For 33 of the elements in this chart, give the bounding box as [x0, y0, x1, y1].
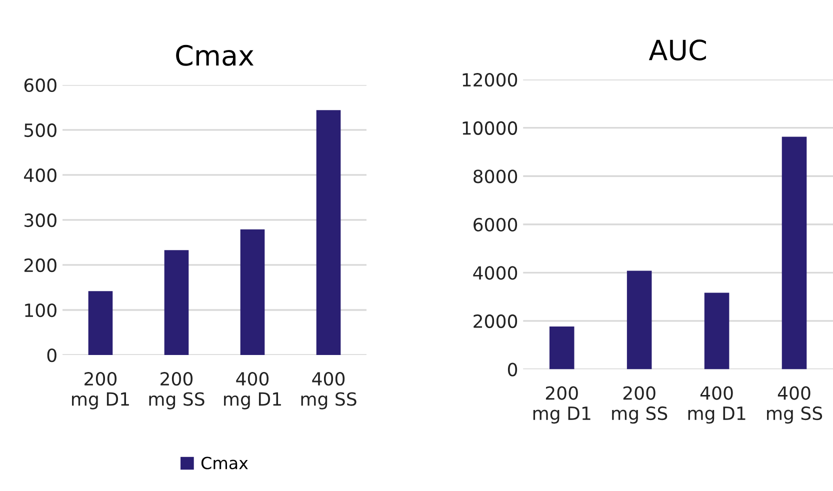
bar — [626, 270, 652, 370]
y-tick-label: 600 — [24, 78, 56, 92]
x-tick-label: 400 mg SS — [767, 386, 822, 424]
x-tick-label: 200 mg SS — [612, 386, 668, 424]
x-tick-label: 200 mg D1 — [533, 386, 590, 424]
bar — [704, 292, 730, 370]
legend-label: Cmax — [201, 456, 248, 470]
chart-title: AUC — [648, 39, 706, 60]
y-tick-label: 2000 — [474, 314, 518, 328]
y-tick-label: 8000 — [474, 170, 518, 184]
y-tick-label: 0 — [508, 362, 518, 376]
y-tick-label: 12000 — [462, 73, 518, 87]
y-tick-label: 100 — [25, 303, 56, 318]
x-tick-label: 400 mg D1 — [224, 372, 281, 410]
bar — [549, 326, 574, 370]
y-tick-label: 200 — [24, 258, 56, 272]
chart-title: Cmax — [176, 44, 254, 66]
bar — [316, 110, 341, 355]
y-tick-label: 6000 — [474, 218, 518, 232]
bar — [782, 136, 807, 370]
bar — [164, 250, 189, 355]
y-tick-label: 500 — [24, 123, 56, 138]
x-tick-label: 200 mg SS — [149, 372, 204, 410]
y-tick-label: 300 — [24, 213, 56, 228]
y-tick-label: 10000 — [462, 121, 518, 135]
y-tick-label: 0 — [47, 348, 56, 362]
x-tick-label: 400 mg D1 — [688, 386, 746, 424]
y-tick-label: 400 — [24, 168, 56, 182]
bar — [88, 291, 113, 355]
x-tick-label: 400 mg SS — [301, 372, 356, 410]
x-tick-label: 200 mg D1 — [72, 372, 129, 410]
y-tick-label: 4000 — [473, 266, 518, 280]
bar — [240, 229, 265, 355]
